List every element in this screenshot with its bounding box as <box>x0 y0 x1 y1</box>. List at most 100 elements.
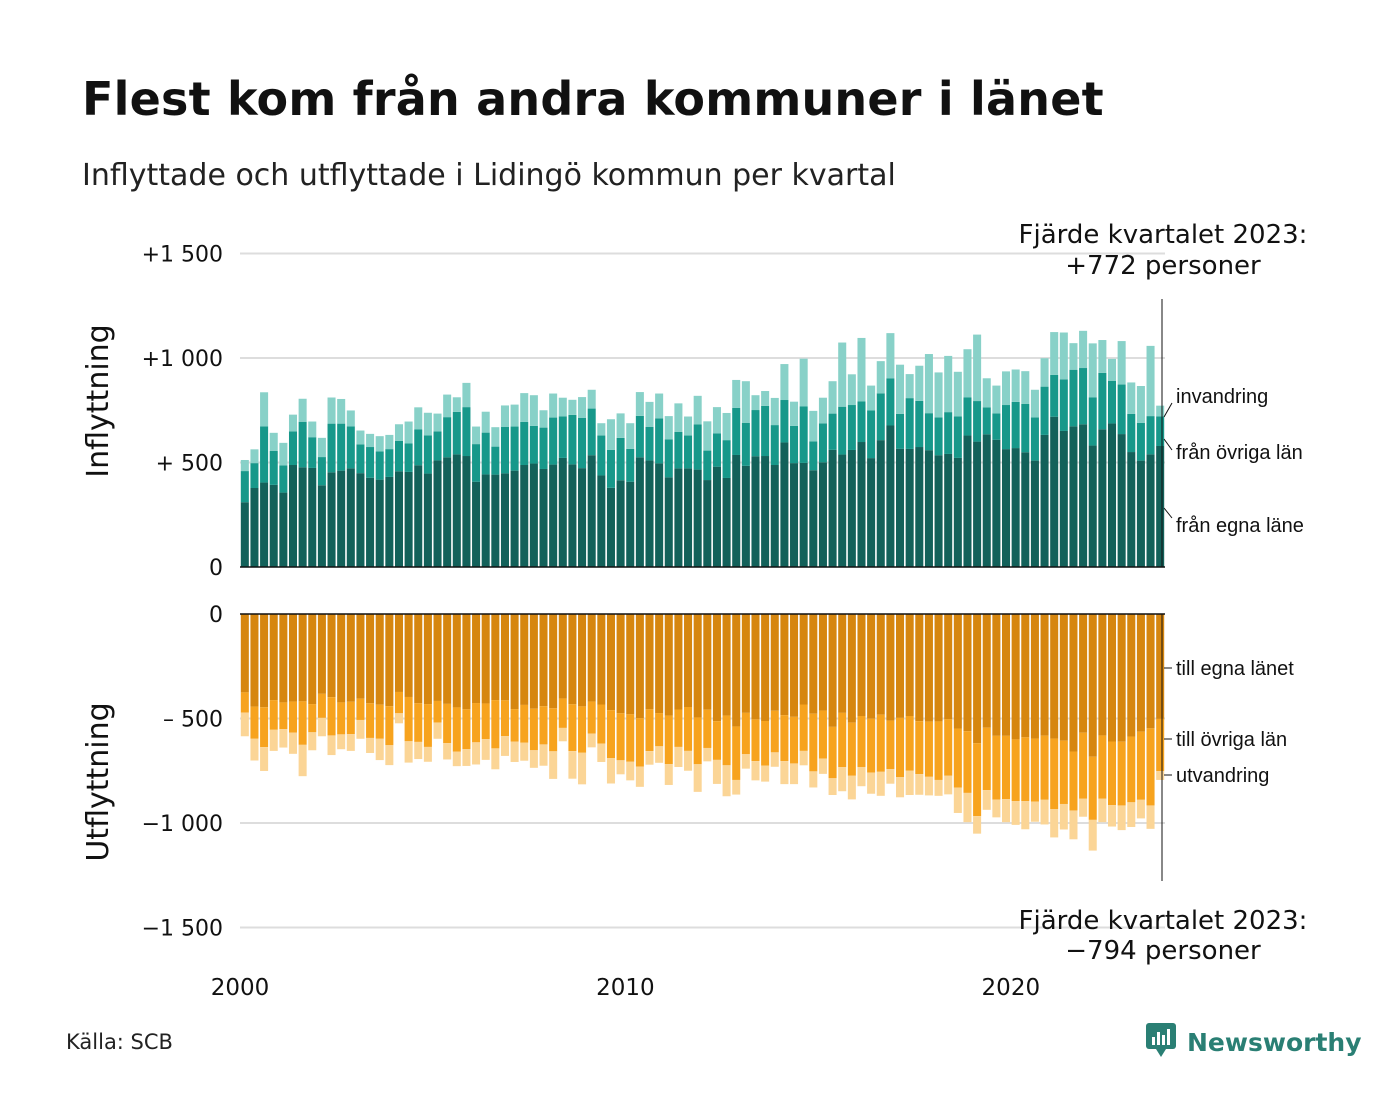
x-tick-label-2000: 2000 <box>211 975 270 1001</box>
bar-out-s0-q14 <box>375 614 384 705</box>
bar-in-s0-q41 <box>635 457 644 567</box>
bar-out-s2-q2 <box>260 747 269 771</box>
bar-in-s2-q50 <box>722 412 731 441</box>
bar-out-s2-q63 <box>847 775 856 800</box>
bar-in-s2-q86 <box>1069 343 1078 370</box>
bar-out-s2-q42 <box>645 751 654 765</box>
bar-out-s2-q80 <box>1011 801 1020 825</box>
bar-in-s1-q6 <box>298 421 307 468</box>
bar-out-s0-q80 <box>1011 614 1020 740</box>
bar-in-s1-q25 <box>481 432 490 475</box>
bar-in-s0-q36 <box>587 455 596 567</box>
bar-in-s1-q7 <box>308 437 317 468</box>
bar-in-s1-q32 <box>549 417 558 465</box>
bar-in-s2-q92 <box>1127 382 1136 414</box>
bar-out-s0-q25 <box>481 614 490 704</box>
bar-in-s0-q0 <box>240 502 249 567</box>
bar-out-s2-q73 <box>944 775 953 795</box>
bar-out-s2-q79 <box>1001 799 1011 823</box>
bar-out-s1-q15 <box>385 706 394 746</box>
bar-in-s1-q87 <box>1079 368 1088 425</box>
bar-out-s2-q3 <box>269 729 278 751</box>
y-tick-label-out-3: −1 500 <box>142 917 223 942</box>
bar-in-s1-q73 <box>944 412 953 454</box>
bar-in-s1-q85 <box>1059 379 1068 431</box>
bar-in-s1-q1 <box>250 463 259 488</box>
bar-out-s2-q27 <box>500 736 509 756</box>
bar-in-s0-q5 <box>288 465 298 567</box>
bar-in-s0-q12 <box>356 473 365 567</box>
bar-in-s1-q64 <box>857 401 866 443</box>
bar-in-s1-q44 <box>664 439 673 478</box>
bar-in-s0-q31 <box>539 468 548 567</box>
bar-in-s2-q95 <box>1156 405 1165 417</box>
bar-in-s1-q58 <box>799 406 808 463</box>
bar-out-s0-q90 <box>1107 614 1117 742</box>
leader-invandring <box>1163 402 1173 418</box>
bar-in-s1-q79 <box>1001 405 1011 450</box>
bar-in-s2-q87 <box>1079 330 1088 369</box>
bar-out-s2-q43 <box>655 746 664 763</box>
bar-in-s1-q68 <box>896 413 905 449</box>
bar-in-s0-q22 <box>452 454 461 567</box>
bar-in-s1-q81 <box>1021 403 1030 453</box>
bar-out-s1-q70 <box>915 721 924 775</box>
bar-out-s1-q49 <box>712 721 721 760</box>
bottom-annotation-line2: −794 personer <box>1065 936 1261 966</box>
bar-in-s1-q55 <box>770 425 779 466</box>
bar-out-s2-q21 <box>443 743 452 760</box>
bar-out-s0-q93 <box>1136 614 1145 732</box>
bar-out-s0-q11 <box>346 614 355 702</box>
bar-out-s1-q91 <box>1117 741 1126 806</box>
bar-out-s2-q41 <box>635 766 644 787</box>
bar-in-s0-q29 <box>520 465 529 567</box>
bar-out-s0-q22 <box>452 614 461 708</box>
y-axis-label-utflyttning: Utflyttning <box>81 702 116 861</box>
bar-in-s0-q75 <box>963 435 972 567</box>
bar-out-s2-q72 <box>934 779 943 796</box>
bar-out-s0-q10 <box>337 614 346 703</box>
bar-in-s2-q62 <box>838 342 847 407</box>
bar-out-s1-q47 <box>693 717 702 765</box>
series-labels: invandring från övriga län från egna län… <box>1163 386 1304 787</box>
bar-in-s2-q56 <box>780 364 789 401</box>
bar-in-s2-q65 <box>867 385 876 411</box>
bar-in-s0-q38 <box>606 487 615 567</box>
bar-out-s0-q28 <box>510 614 519 710</box>
bar-out-s2-q83 <box>1040 799 1049 825</box>
bar-out-s0-q54 <box>761 614 770 722</box>
bar-in-s0-q45 <box>674 468 683 567</box>
bar-out-s0-q94 <box>1146 614 1155 729</box>
bar-in-s0-q90 <box>1107 423 1117 567</box>
bar-in-s1-q17 <box>404 443 413 472</box>
series-label-utvandring: utvandring <box>1176 765 1269 787</box>
bar-in-s0-q79 <box>1001 449 1011 567</box>
bar-in-s0-q65 <box>867 458 876 567</box>
bar-out-s0-q71 <box>924 614 933 722</box>
bar-in-s2-q6 <box>298 398 307 422</box>
bar-out-s1-q74 <box>953 728 962 788</box>
bar-in-s0-q9 <box>327 472 336 567</box>
bar-in-s0-q19 <box>423 473 432 567</box>
bar-in-s0-q39 <box>616 480 625 567</box>
bar-in-s2-q31 <box>539 410 548 428</box>
bar-out-s2-q10 <box>337 734 346 750</box>
bar-out-s2-q9 <box>327 735 336 756</box>
bar-out-s0-q68 <box>896 614 905 718</box>
bar-in-s0-q43 <box>655 463 664 567</box>
bar-out-s0-q82 <box>1030 614 1039 739</box>
bar-in-s2-q90 <box>1107 358 1117 381</box>
bar-in-s2-q7 <box>308 421 317 438</box>
bar-out-s1-q43 <box>655 713 664 747</box>
bar-in-s2-q54 <box>761 391 770 406</box>
bar-in-s1-q40 <box>626 448 635 482</box>
bar-out-s1-q67 <box>886 720 895 770</box>
bar-out-s1-q36 <box>587 701 596 734</box>
bar-out-s1-q8 <box>317 693 326 718</box>
bar-in-s1-q12 <box>356 444 365 474</box>
chart-subtitle: Inflyttade och utflyttade i Lidingö komm… <box>82 158 896 193</box>
bar-in-s0-q17 <box>404 471 413 567</box>
bar-in-s1-q69 <box>905 398 914 449</box>
bar-out-s0-q41 <box>635 614 644 719</box>
bar-out-s1-q23 <box>462 709 471 750</box>
